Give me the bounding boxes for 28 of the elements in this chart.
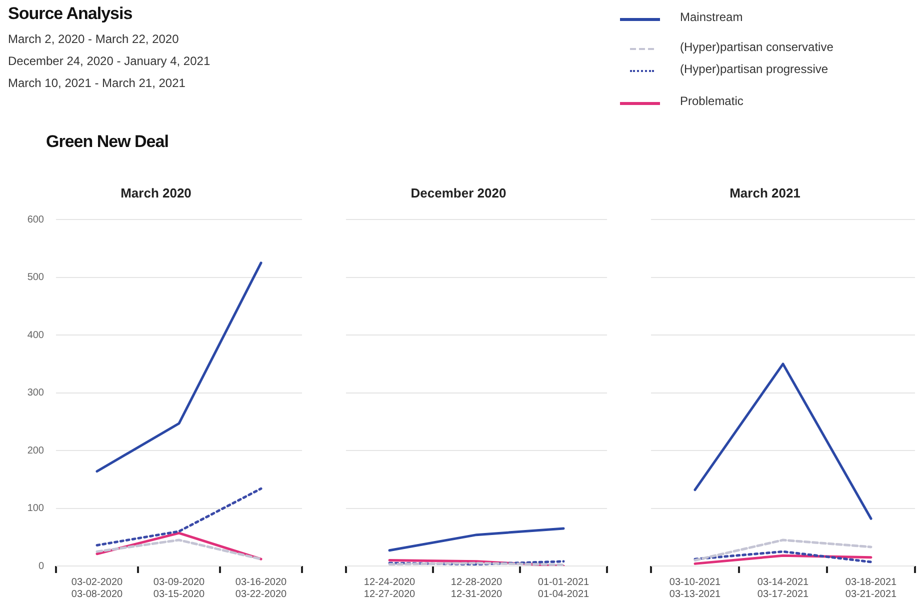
legend-label: Problematic [680, 94, 744, 108]
y-tick-label: 0 [38, 560, 44, 572]
y-tick-label: 200 [27, 445, 44, 456]
x-tick-label: 03-10-2021 03-13-2021 [669, 576, 722, 600]
x-tick-label: 03-02-2020 03-08-2020 [71, 576, 124, 600]
legend-label: (Hyper)partisan progressive [680, 62, 828, 76]
chart-title: December 2020 [410, 185, 506, 200]
y-tick-label: 500 [27, 272, 44, 284]
chart-title: March 2020 [120, 185, 192, 200]
x-tick-label: 03-16-2020 03-22-2020 [235, 576, 288, 600]
text: March 10, 2021 - March 21, 2021 [8, 76, 186, 90]
y-tick-label: 100 [27, 503, 44, 514]
x-tick-label: 03-18-2021 03-21-2021 [845, 576, 898, 600]
x-tick-label: 03-09-2020 03-15-2020 [153, 576, 206, 600]
chart-title: March 2021 [730, 185, 800, 200]
x-tick-label: 12-24-2020 12-27-2020 [364, 576, 416, 600]
text: December 24, 2020 - January 4, 2021 [8, 54, 210, 68]
y-tick-label: 400 [27, 330, 44, 341]
x-tick-label: 03-14-2021 03-17-2021 [757, 576, 810, 600]
y-tick-label: 300 [27, 388, 44, 399]
text: March 2, 2020 - March 22, 2020 [8, 32, 179, 46]
source-note: Source Analysis [8, 4, 132, 24]
x-tick-label: 01-01-2021 01-04-2021 [538, 576, 590, 600]
legend-label: Mainstream [680, 10, 743, 24]
x-tick-label: 12-28-2020 12-31-2020 [450, 576, 503, 600]
legend-label: (Hyper)partisan conservative [680, 40, 834, 54]
y-tick-label: 600 [27, 214, 44, 226]
text: Green New Deal [46, 132, 168, 152]
